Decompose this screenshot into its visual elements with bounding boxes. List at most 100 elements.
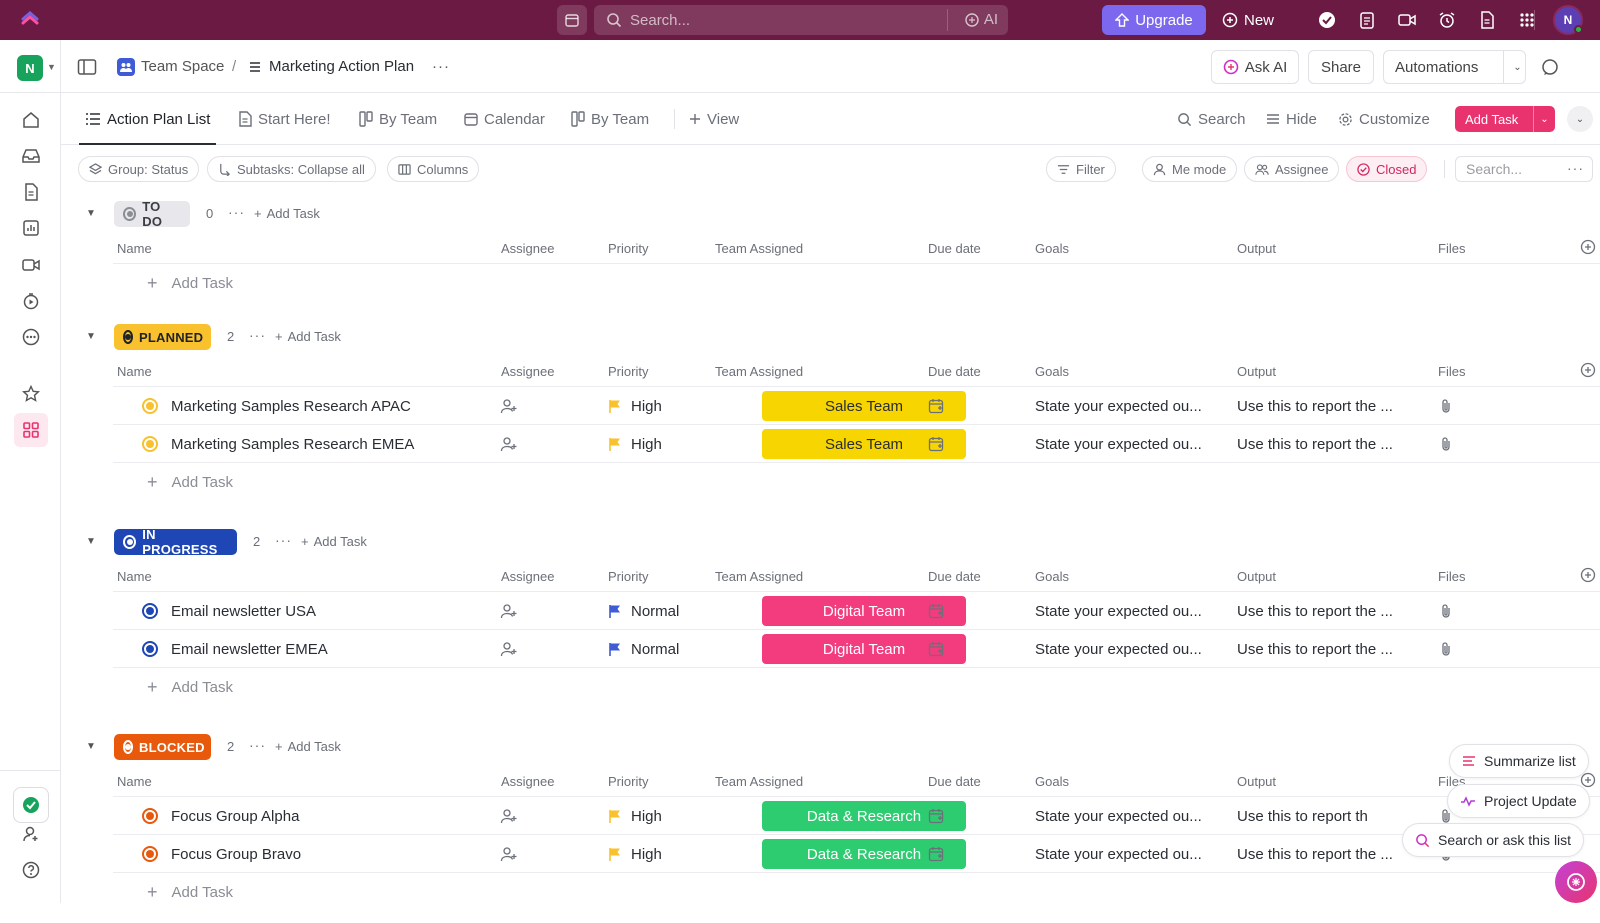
add-task-button[interactable]: Add Task ⌄: [1455, 106, 1555, 132]
column-header-team[interactable]: Team Assigned: [715, 774, 804, 789]
group-more-icon[interactable]: ···: [249, 737, 266, 753]
task-status-icon[interactable]: [142, 592, 158, 630]
apps-grid-icon[interactable]: [1517, 10, 1537, 30]
document-icon[interactable]: [1477, 10, 1497, 30]
more-icon[interactable]: [20, 326, 42, 348]
add-view-button[interactable]: View: [689, 93, 739, 145]
automations-button[interactable]: Automations ⌄: [1383, 50, 1526, 84]
filter-chip[interactable]: Filter: [1046, 156, 1116, 182]
new-button[interactable]: New: [1222, 5, 1274, 35]
status-badge[interactable]: PLANNED: [114, 324, 211, 350]
priority-cell[interactable]: Normal: [608, 592, 679, 630]
project-update-button[interactable]: Project Update: [1447, 784, 1590, 818]
priority-cell[interactable]: High: [608, 797, 662, 835]
list-search-input[interactable]: Search... ···: [1455, 156, 1593, 182]
column-header-due[interactable]: Due date: [928, 364, 981, 379]
collapse-group-chevron-icon[interactable]: ▼: [86, 536, 96, 547]
goals-cell[interactable]: State your expected ou...: [1035, 397, 1202, 415]
task-name[interactable]: Email newsletter EMEA: [171, 640, 328, 658]
due-date-calendar-icon[interactable]: [928, 630, 944, 668]
team-assigned-badge[interactable]: Sales Team: [762, 429, 966, 459]
notepad-icon[interactable]: [1357, 10, 1377, 30]
timesheets-icon[interactable]: [20, 290, 42, 312]
search-ask-list-button[interactable]: Search or ask this list: [1402, 823, 1585, 857]
subtasks-chip[interactable]: Subtasks: Collapse all: [207, 156, 376, 182]
status-badge[interactable]: BLOCKED: [114, 734, 211, 760]
due-date-calendar-icon[interactable]: [928, 592, 944, 630]
column-header-priority[interactable]: Priority: [608, 774, 649, 789]
tab-calendar[interactable]: Calendar: [464, 93, 545, 145]
group-add-task-button[interactable]: + Add Task: [254, 206, 320, 221]
clips-video-icon[interactable]: [20, 254, 42, 276]
paperclip-icon[interactable]: [1440, 425, 1452, 463]
chevron-down-icon[interactable]: ⌄: [1513, 61, 1522, 73]
add-assignee-icon[interactable]: [500, 592, 518, 630]
priority-cell[interactable]: High: [608, 835, 662, 873]
ai-assistant-button[interactable]: [1555, 861, 1597, 903]
task-name[interactable]: Marketing Samples Research EMEA: [171, 435, 415, 453]
priority-cell[interactable]: High: [608, 425, 662, 463]
chevron-down-icon[interactable]: ⌄: [1540, 113, 1549, 125]
user-avatar[interactable]: N: [1553, 5, 1583, 35]
table-row[interactable]: Marketing Samples Research EMEA High Sales…: [113, 425, 1600, 463]
column-header-assignee[interactable]: Assignee: [501, 364, 555, 379]
dashboards-icon[interactable]: [20, 217, 42, 239]
team-assigned-badge[interactable]: Data & Research: [762, 839, 966, 869]
column-header-goals[interactable]: Goals: [1035, 569, 1069, 584]
group-more-icon[interactable]: ···: [228, 204, 245, 220]
column-header-due[interactable]: Due date: [928, 241, 981, 256]
toggle-sidebar-icon[interactable]: [77, 40, 97, 93]
paperclip-icon[interactable]: [1440, 630, 1452, 668]
output-cell[interactable]: Use this to report the ...: [1237, 435, 1393, 453]
task-status-icon[interactable]: [142, 835, 158, 873]
priority-cell[interactable]: High: [608, 387, 662, 425]
me-mode-chip[interactable]: Me mode: [1142, 156, 1238, 182]
column-header-output[interactable]: Output: [1237, 364, 1277, 379]
column-header-priority[interactable]: Priority: [608, 569, 649, 584]
status-badge[interactable]: IN PROGRESS: [114, 527, 237, 557]
collapse-group-chevron-icon[interactable]: ▼: [86, 331, 96, 342]
onboarding-checklist-button[interactable]: [13, 787, 49, 823]
favorites-star-icon[interactable]: [20, 383, 42, 405]
group-by-chip[interactable]: Group: Status: [78, 156, 200, 182]
column-header-name[interactable]: Name: [117, 569, 152, 584]
global-search-input[interactable]: Search... AI: [594, 5, 1008, 35]
group-add-task-button[interactable]: + Add Task: [301, 534, 367, 549]
summarize-list-button[interactable]: Summarize list: [1449, 744, 1589, 778]
add-task-row[interactable]: + Add Task: [147, 668, 233, 706]
paperclip-icon[interactable]: [1440, 592, 1452, 630]
add-assignee-icon[interactable]: [500, 797, 518, 835]
column-header-output[interactable]: Output: [1237, 774, 1277, 789]
output-cell[interactable]: Use this to report th: [1237, 807, 1368, 825]
clickup-logo-icon[interactable]: [20, 10, 40, 30]
workspace-avatar[interactable]: N: [17, 55, 43, 81]
column-header-files[interactable]: Files: [1438, 364, 1466, 379]
task-name[interactable]: Focus Group Alpha: [171, 807, 300, 825]
alarm-clock-icon[interactable]: [1437, 10, 1457, 30]
tab-by-team-board[interactable]: By Team: [359, 93, 437, 145]
task-name[interactable]: Email newsletter USA: [171, 602, 317, 620]
task-name[interactable]: Marketing Samples Research APAC: [171, 397, 411, 415]
task-name[interactable]: Focus Group Bravo: [171, 845, 302, 863]
invite-user-icon[interactable]: [20, 823, 42, 845]
add-assignee-icon[interactable]: [500, 425, 518, 463]
task-status-icon[interactable]: [142, 425, 158, 463]
task-status-icon[interactable]: [142, 797, 158, 835]
add-assignee-icon[interactable]: [500, 387, 518, 425]
paperclip-icon[interactable]: [1440, 797, 1452, 835]
column-header-due[interactable]: Due date: [928, 774, 981, 789]
columns-chip[interactable]: Columns: [387, 156, 480, 182]
table-row[interactable]: Marketing Samples Research APAC High Sales…: [113, 387, 1600, 425]
hide-button[interactable]: Hide: [1266, 93, 1317, 145]
due-date-calendar-icon[interactable]: [928, 387, 944, 425]
output-cell[interactable]: Use this to report the ...: [1237, 845, 1393, 863]
list-more-options[interactable]: ···: [432, 58, 450, 75]
closed-chip[interactable]: Closed: [1346, 156, 1428, 182]
task-status-icon[interactable]: [142, 630, 158, 668]
table-row[interactable]: Email newsletter USA Normal Digital Team St…: [113, 592, 1600, 630]
inbox-icon[interactable]: [20, 145, 42, 167]
team-assigned-badge[interactable]: Digital Team: [762, 596, 966, 626]
team-assigned-badge[interactable]: Digital Team: [762, 634, 966, 664]
column-header-name[interactable]: Name: [117, 364, 152, 379]
tab-action-plan-list[interactable]: Action Plan List: [78, 93, 217, 145]
